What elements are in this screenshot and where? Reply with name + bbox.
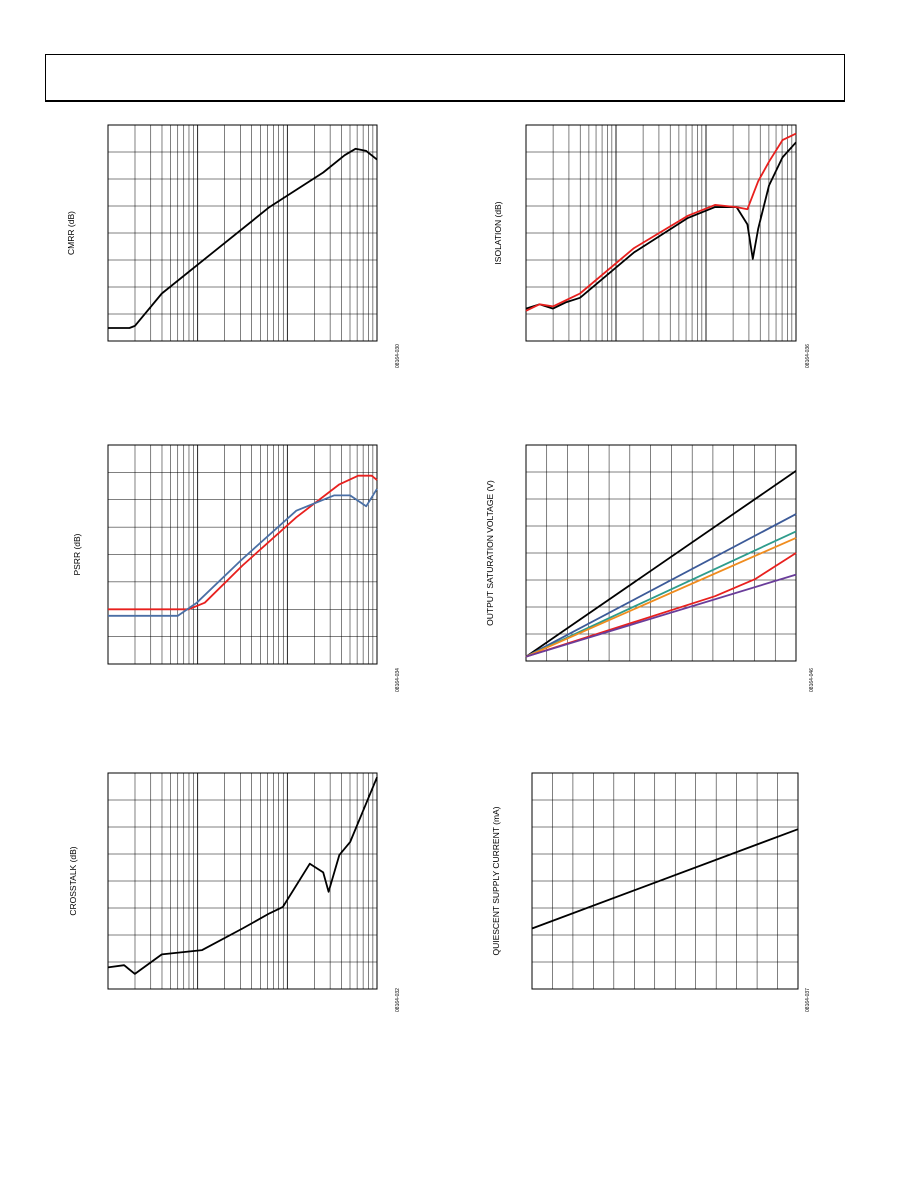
series-line-2 (108, 488, 378, 617)
y-axis-label: CMRR (dB) (66, 211, 76, 255)
page-header-box (45, 54, 845, 102)
series-line-1 (525, 470, 797, 658)
y-axis-label: PSRR (dB) (72, 533, 82, 575)
figure-code: 08164-036 (805, 344, 811, 368)
series-line-4 (525, 537, 797, 658)
y-axis-label: QUIESCENT SUPPLY CURRENT (mA) (491, 806, 501, 955)
series-line-1 (525, 141, 797, 310)
figure-code: 08164-034 (395, 668, 401, 692)
figure-code: 08164-032 (395, 988, 401, 1012)
series-line-2 (525, 132, 797, 312)
y-axis-label: OUTPUT SATURATION VOLTAGE (V) (485, 480, 495, 626)
series-line-1 (108, 474, 378, 611)
series-line-1 (108, 147, 378, 329)
figure-code: 08164-030 (395, 344, 401, 368)
series-line-6 (525, 573, 797, 658)
figure-code: 08164-046 (809, 668, 815, 692)
y-axis-label: CROSSTALK (dB) (68, 846, 78, 915)
series-line-5 (525, 552, 797, 658)
series-line-1 (107, 776, 378, 975)
y-axis-label: ISOLATION (dB) (493, 201, 503, 264)
series-line-2 (525, 513, 797, 658)
series-line-3 (525, 530, 797, 658)
series-line-1 (531, 828, 799, 930)
figure-code: 08164-037 (805, 988, 811, 1012)
